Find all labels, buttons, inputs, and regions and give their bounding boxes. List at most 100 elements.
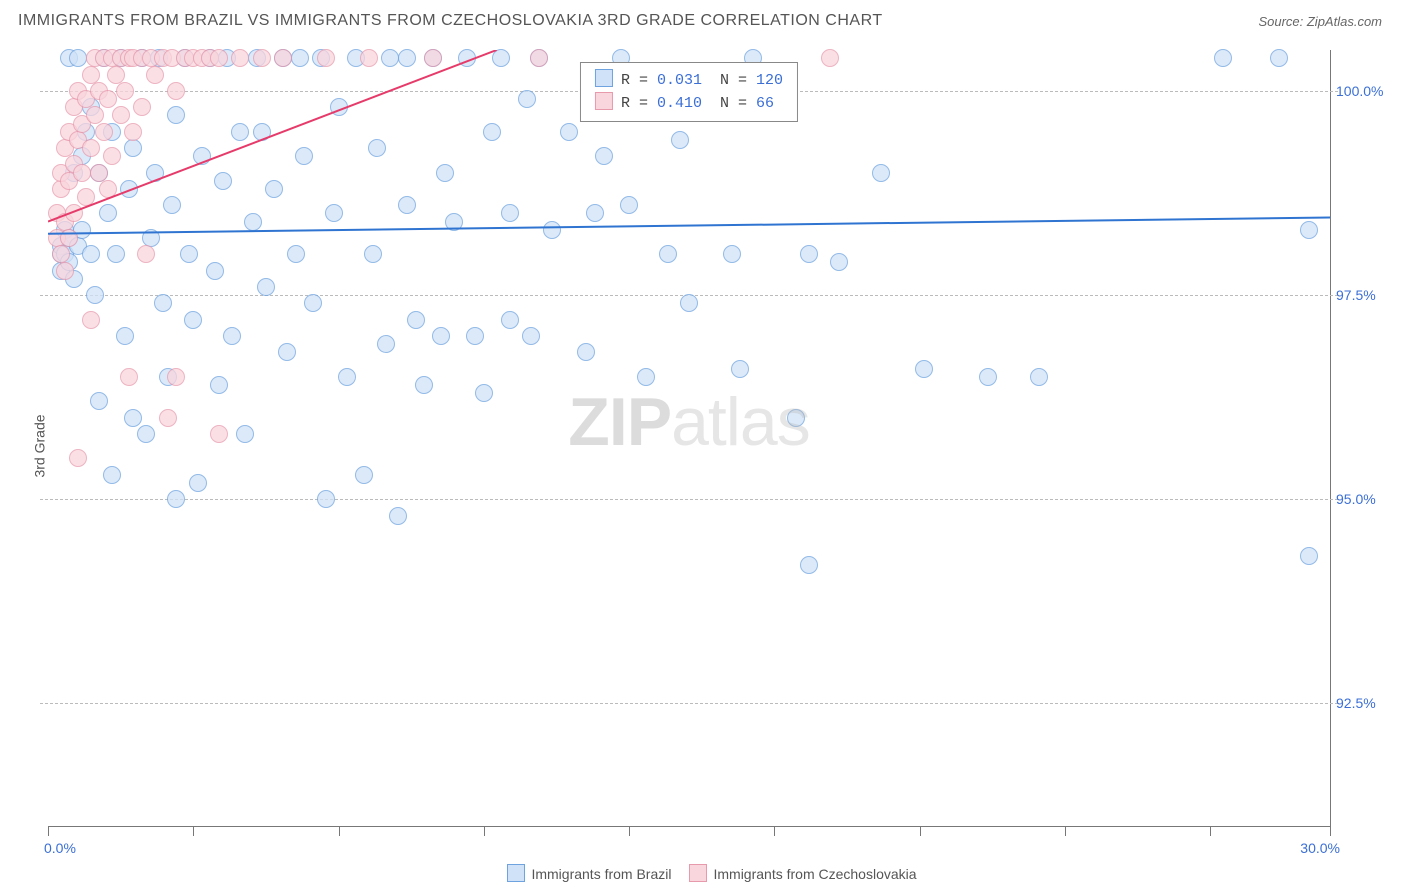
data-point bbox=[872, 164, 890, 182]
data-point bbox=[407, 311, 425, 329]
data-point bbox=[99, 180, 117, 198]
gridline bbox=[40, 499, 1338, 500]
data-point bbox=[274, 49, 292, 67]
data-point bbox=[210, 49, 228, 67]
x-tick bbox=[920, 826, 921, 836]
data-point bbox=[244, 213, 262, 231]
series-legend: Immigrants from BrazilImmigrants from Cz… bbox=[0, 864, 1406, 882]
data-point bbox=[377, 335, 395, 353]
data-point bbox=[107, 66, 125, 84]
data-point bbox=[124, 139, 142, 157]
data-point bbox=[278, 343, 296, 361]
y-tick-label: 100.0% bbox=[1336, 83, 1396, 99]
legend-swatch bbox=[689, 864, 707, 882]
data-point bbox=[253, 123, 271, 141]
data-point bbox=[492, 49, 510, 67]
data-point bbox=[236, 425, 254, 443]
data-point bbox=[501, 204, 519, 222]
data-point bbox=[355, 466, 373, 484]
data-point bbox=[137, 245, 155, 263]
data-point bbox=[659, 245, 677, 263]
data-point bbox=[368, 139, 386, 157]
data-point bbox=[317, 490, 335, 508]
data-point bbox=[325, 204, 343, 222]
x-tick bbox=[1065, 826, 1066, 836]
data-point bbox=[595, 147, 613, 165]
x-tick bbox=[484, 826, 485, 836]
data-point bbox=[518, 90, 536, 108]
data-point bbox=[530, 49, 548, 67]
data-point bbox=[398, 196, 416, 214]
data-point bbox=[560, 123, 578, 141]
data-point bbox=[671, 131, 689, 149]
data-point bbox=[146, 164, 164, 182]
data-point bbox=[483, 123, 501, 141]
data-point bbox=[1300, 547, 1318, 565]
data-point bbox=[154, 294, 172, 312]
data-point bbox=[86, 286, 104, 304]
x-tick-start-label: 0.0% bbox=[44, 840, 76, 856]
data-point bbox=[915, 360, 933, 378]
gridline bbox=[40, 703, 1338, 704]
data-point bbox=[1270, 49, 1288, 67]
data-point bbox=[99, 204, 117, 222]
data-point bbox=[90, 164, 108, 182]
data-point bbox=[112, 106, 130, 124]
data-point bbox=[90, 392, 108, 410]
data-point bbox=[189, 474, 207, 492]
data-point bbox=[338, 368, 356, 386]
data-point bbox=[330, 98, 348, 116]
x-tick bbox=[774, 826, 775, 836]
data-point bbox=[137, 425, 155, 443]
data-point bbox=[99, 90, 117, 108]
data-point bbox=[167, 368, 185, 386]
data-point bbox=[1300, 221, 1318, 239]
data-point bbox=[723, 245, 741, 263]
legend-row: R = 0.410 N = 66 bbox=[595, 92, 783, 115]
data-point bbox=[163, 196, 181, 214]
data-point bbox=[86, 106, 104, 124]
data-point bbox=[82, 311, 100, 329]
watermark-bold: ZIP bbox=[568, 384, 671, 460]
data-point bbox=[116, 327, 134, 345]
data-point bbox=[116, 82, 134, 100]
data-point bbox=[82, 66, 100, 84]
data-point bbox=[231, 123, 249, 141]
data-point bbox=[731, 360, 749, 378]
data-point bbox=[60, 229, 78, 247]
data-point bbox=[586, 204, 604, 222]
data-point bbox=[69, 49, 87, 67]
data-point bbox=[360, 49, 378, 67]
data-point bbox=[304, 294, 322, 312]
data-point bbox=[501, 311, 519, 329]
data-point bbox=[253, 49, 271, 67]
data-point bbox=[65, 204, 83, 222]
x-tick bbox=[48, 826, 49, 836]
data-point bbox=[103, 466, 121, 484]
data-point bbox=[124, 409, 142, 427]
y-tick-label: 95.0% bbox=[1336, 491, 1396, 507]
data-point bbox=[142, 229, 160, 247]
data-point bbox=[787, 409, 805, 427]
data-point bbox=[167, 490, 185, 508]
data-point bbox=[120, 368, 138, 386]
data-point bbox=[265, 180, 283, 198]
data-point bbox=[475, 384, 493, 402]
x-tick-end-label: 30.0% bbox=[1300, 840, 1340, 856]
data-point bbox=[398, 49, 416, 67]
legend-swatch bbox=[507, 864, 525, 882]
plot-area: ZIPatlas R = 0.031 N = 120R = 0.410 N = … bbox=[48, 50, 1331, 827]
data-point bbox=[167, 106, 185, 124]
data-point bbox=[830, 253, 848, 271]
legend-label: Immigrants from Czechoslovakia bbox=[713, 866, 916, 882]
data-point bbox=[1030, 368, 1048, 386]
data-point bbox=[291, 49, 309, 67]
chart-title: IMMIGRANTS FROM BRAZIL VS IMMIGRANTS FRO… bbox=[18, 12, 883, 30]
data-point bbox=[124, 123, 142, 141]
data-point bbox=[432, 327, 450, 345]
data-point bbox=[210, 425, 228, 443]
data-point bbox=[287, 245, 305, 263]
data-point bbox=[52, 245, 70, 263]
data-point bbox=[979, 368, 997, 386]
data-point bbox=[424, 49, 442, 67]
